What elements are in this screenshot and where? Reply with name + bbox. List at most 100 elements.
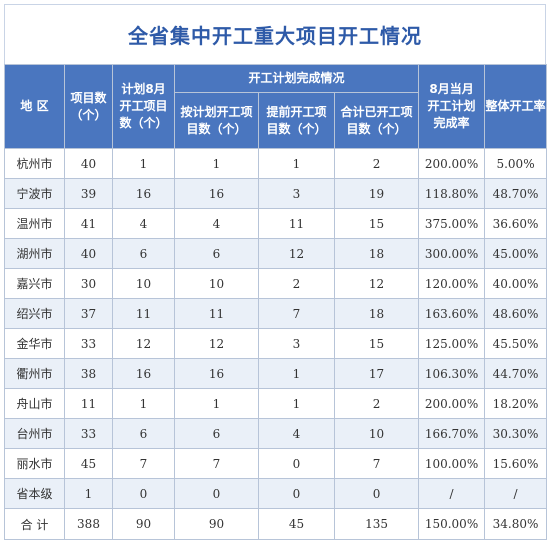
header-on-plan: 按计划开工项 目数（个） <box>174 92 259 149</box>
cell-on-plan: 10 <box>174 268 259 299</box>
cell-total-started: 2 <box>333 148 420 179</box>
cell-region: 台州市 <box>4 418 65 449</box>
header-plan-completion-group: 开工计划完成情况 <box>173 64 420 93</box>
total-region: 合 计 <box>4 508 65 540</box>
cell-planned-aug: 16 <box>112 178 175 209</box>
table-row: 衢州市 38 16 16 1 17 106.30% 44.70% <box>4 358 548 389</box>
cell-early: 11 <box>258 208 335 239</box>
cell-early: 3 <box>258 178 335 209</box>
header-aug-rate: 8月当月 开工计划 完成率 <box>418 64 486 149</box>
cell-region: 嘉兴市 <box>4 268 65 299</box>
table-row: 台州市 33 6 6 4 10 166.70% 30.30% <box>4 418 548 449</box>
cell-overall-rate: 45.00% <box>484 238 548 269</box>
header-early: 提前开工项 目数（个） <box>258 92 335 149</box>
cell-aug-rate: 163.60% <box>418 298 486 329</box>
cell-project-count: 38 <box>64 358 113 389</box>
page-title: 全省集中开工重大项目开工情况 <box>4 4 546 64</box>
cell-total-started: 18 <box>333 238 420 269</box>
cell-overall-rate: 30.30% <box>484 418 548 449</box>
header-project-count: 项目数 （个） <box>64 64 113 149</box>
cell-overall-rate: 40.00% <box>484 268 548 299</box>
cell-overall-rate: 45.50% <box>484 328 548 359</box>
table-body: 杭州市 40 1 1 1 2 200.00% 5.00% 宁波市 39 16 16 3 19 118.80%… <box>4 148 548 540</box>
cell-region: 湖州市 <box>4 238 65 269</box>
table-row: 杭州市 40 1 1 1 2 200.00% 5.00% <box>4 148 548 179</box>
cell-planned-aug: 0 <box>112 478 175 509</box>
cell-region: 舟山市 <box>4 388 65 419</box>
cell-aug-rate: 200.00% <box>418 388 486 419</box>
cell-early: 7 <box>258 298 335 329</box>
table-row: 温州市 41 4 4 11 15 375.00% 36.60% <box>4 208 548 239</box>
cell-aug-rate: 300.00% <box>418 238 486 269</box>
total-total-started: 135 <box>333 508 420 540</box>
total-on-plan: 90 <box>174 508 259 540</box>
cell-overall-rate: 15.60% <box>484 448 548 479</box>
cell-planned-aug: 1 <box>112 388 175 419</box>
cell-on-plan: 1 <box>174 388 259 419</box>
cell-total-started: 15 <box>333 328 420 359</box>
table-row: 绍兴市 37 11 11 7 18 163.60% 48.60% <box>4 298 548 329</box>
cell-on-plan: 0 <box>174 478 259 509</box>
cell-planned-aug: 11 <box>112 298 175 329</box>
cell-region: 省本级 <box>4 478 65 509</box>
cell-overall-rate: / <box>484 478 548 509</box>
cell-planned-aug: 10 <box>112 268 175 299</box>
cell-early: 1 <box>258 358 335 389</box>
cell-project-count: 41 <box>64 208 113 239</box>
cell-region: 衢州市 <box>4 358 65 389</box>
header-planned-aug: 计划8月 开工项目 数（个） <box>112 64 175 149</box>
cell-region: 金华市 <box>4 328 65 359</box>
cell-project-count: 30 <box>64 268 113 299</box>
header-total-started: 合计已开工项 目数（个） <box>333 92 420 149</box>
cell-total-started: 0 <box>333 478 420 509</box>
total-planned-aug: 90 <box>112 508 175 540</box>
cell-aug-rate: 120.00% <box>418 268 486 299</box>
cell-total-started: 15 <box>333 208 420 239</box>
table-row: 湖州市 40 6 6 12 18 300.00% 45.00% <box>4 238 548 269</box>
table-row: 舟山市 11 1 1 1 2 200.00% 18.20% <box>4 388 548 419</box>
cell-on-plan: 16 <box>174 358 259 389</box>
cell-planned-aug: 6 <box>112 238 175 269</box>
cell-early: 2 <box>258 268 335 299</box>
cell-on-plan: 4 <box>174 208 259 239</box>
cell-planned-aug: 1 <box>112 148 175 179</box>
cell-on-plan: 11 <box>174 298 259 329</box>
cell-planned-aug: 12 <box>112 328 175 359</box>
total-row: 合 计 388 90 90 45 135 150.00% 34.80% <box>4 508 548 540</box>
table-header: 地 区 项目数 （个） 计划8月 开工项目 数（个） 开工计划完成情况 8月当月 开工计… <box>4 64 548 149</box>
cell-aug-rate: 106.30% <box>418 358 486 389</box>
cell-project-count: 40 <box>64 238 113 269</box>
cell-on-plan: 6 <box>174 418 259 449</box>
table-row: 省本级 1 0 0 0 0// <box>4 478 548 509</box>
cell-project-count: 11 <box>64 388 113 419</box>
cell-project-count: 45 <box>64 448 113 479</box>
cell-on-plan: 12 <box>174 328 259 359</box>
cell-early: 0 <box>258 448 335 479</box>
cell-region: 温州市 <box>4 208 65 239</box>
cell-early: 0 <box>258 478 335 509</box>
table-row: 丽水市 45 7 7 0 7 100.00% 15.60% <box>4 448 548 479</box>
cell-project-count: 33 <box>64 418 113 449</box>
cell-aug-rate: 125.00% <box>418 328 486 359</box>
cell-total-started: 19 <box>333 178 420 209</box>
report-page: 全省集中开工重大项目开工情况 地 区 项目数 （个） 计划8月 开工项目 数（个） 开… <box>4 4 548 546</box>
cell-region: 杭州市 <box>4 148 65 179</box>
cell-overall-rate: 44.70% <box>484 358 548 389</box>
cell-total-started: 2 <box>333 388 420 419</box>
cell-aug-rate: / <box>418 478 486 509</box>
header-overall-rate: 整体开工率 <box>484 64 548 149</box>
cell-region: 绍兴市 <box>4 298 65 329</box>
cell-on-plan: 16 <box>174 178 259 209</box>
total-overall-rate: 34.80% <box>484 508 548 540</box>
total-aug-rate: 150.00% <box>418 508 486 540</box>
cell-on-plan: 7 <box>174 448 259 479</box>
cell-region: 宁波市 <box>4 178 65 209</box>
cell-project-count: 39 <box>64 178 113 209</box>
cell-total-started: 12 <box>333 268 420 299</box>
cell-total-started: 10 <box>333 418 420 449</box>
cell-project-count: 1 <box>64 478 113 509</box>
cell-on-plan: 1 <box>174 148 259 179</box>
projects-table: 地 区 项目数 （个） 计划8月 开工项目 数（个） 开工计划完成情况 8月当月 开工计… <box>4 64 548 540</box>
cell-overall-rate: 48.60% <box>484 298 548 329</box>
cell-overall-rate: 36.60% <box>484 208 548 239</box>
